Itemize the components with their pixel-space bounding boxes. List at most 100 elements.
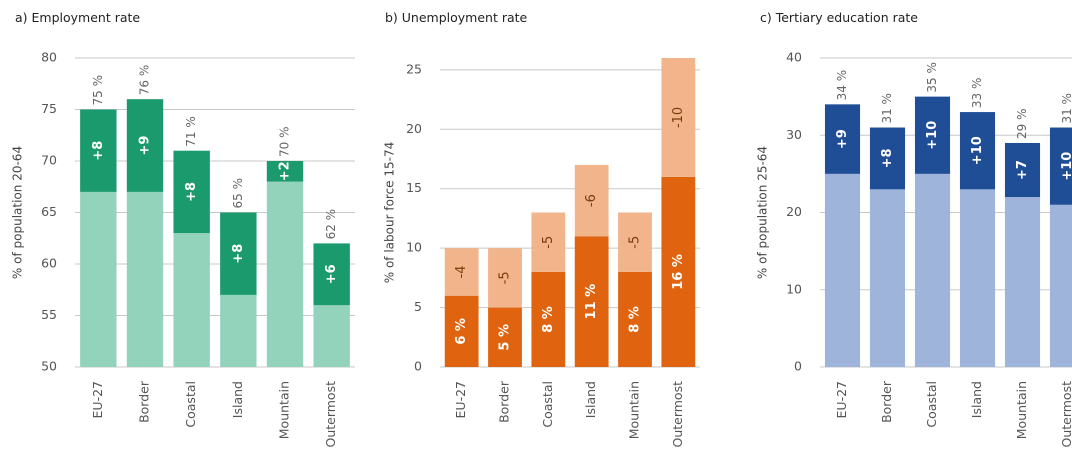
x-tick-label: Outermost bbox=[323, 381, 338, 448]
bar-segment bbox=[80, 109, 117, 192]
bar-segment bbox=[126, 191, 164, 367]
data-label: -5 bbox=[541, 236, 556, 249]
y-tick-label: 20 bbox=[406, 121, 422, 136]
data-label: +8 bbox=[231, 244, 246, 264]
total-label: 71 % bbox=[184, 116, 198, 147]
data-label: 6 % bbox=[454, 318, 469, 345]
data-label: +8 bbox=[184, 182, 199, 202]
x-tick-label: Border bbox=[879, 380, 894, 423]
total-label: 70 % bbox=[278, 127, 292, 158]
y-axis-label: % of population 20-64 bbox=[11, 146, 25, 279]
data-label: 11 % bbox=[584, 284, 599, 320]
bar-segment bbox=[824, 104, 861, 174]
bar-segment bbox=[313, 305, 350, 367]
y-tick-label: 55 bbox=[41, 307, 57, 322]
bar-segment bbox=[173, 150, 210, 234]
y-tick-label: 20 bbox=[786, 204, 802, 219]
bar-segment bbox=[824, 173, 861, 367]
total-label: 75 % bbox=[91, 75, 105, 106]
y-tick-label: 60 bbox=[41, 256, 57, 271]
data-label: +6 bbox=[324, 264, 339, 284]
data-label: -4 bbox=[454, 265, 469, 278]
x-tick-label: Coastal bbox=[924, 381, 939, 428]
bar-segment bbox=[959, 189, 996, 367]
y-tick-label: 10 bbox=[786, 281, 802, 296]
total-label: 31 % bbox=[1060, 93, 1072, 124]
x-tick-label: Mountain bbox=[277, 381, 292, 439]
x-tick-label: Border bbox=[497, 380, 512, 423]
x-tick-label: Island bbox=[230, 381, 245, 418]
total-label: 31 % bbox=[880, 93, 894, 124]
x-tick-label: EU-27 bbox=[90, 381, 105, 418]
data-label: +9 bbox=[138, 136, 153, 156]
x-tick-label: EU-27 bbox=[834, 381, 849, 418]
x-tick-label: Island bbox=[969, 381, 984, 418]
x-tick-label: Outermost bbox=[670, 381, 685, 448]
bar-segment bbox=[266, 181, 304, 367]
bar-segment bbox=[173, 233, 210, 367]
data-label: +8 bbox=[91, 141, 106, 161]
y-tick-label: 0 bbox=[794, 359, 802, 374]
data-label: +10 bbox=[970, 136, 985, 165]
y-tick-label: 40 bbox=[786, 50, 802, 65]
x-tick-label: Mountain bbox=[627, 381, 642, 439]
y-axis-label: % of labour force 15-74 bbox=[383, 142, 397, 284]
y-axis-label: % of population 25-64 bbox=[756, 146, 770, 279]
bar-segment bbox=[126, 99, 164, 192]
x-tick-label: Island bbox=[583, 381, 598, 418]
data-label: -5 bbox=[498, 271, 513, 284]
bar-segment bbox=[1004, 142, 1041, 198]
bar-segment bbox=[488, 307, 522, 367]
total-label: 34 % bbox=[835, 70, 849, 101]
y-tick-label: 50 bbox=[41, 359, 57, 374]
data-label: +10 bbox=[1060, 152, 1072, 181]
chart-title: b) Unemployment rate bbox=[385, 10, 528, 25]
chart-title: a) Employment rate bbox=[15, 10, 140, 25]
bar-segment bbox=[1004, 197, 1041, 367]
x-tick-label: Outermost bbox=[1059, 381, 1072, 448]
bar-segment bbox=[618, 271, 652, 367]
bar-segment bbox=[574, 236, 609, 367]
bar-segment bbox=[80, 191, 117, 367]
data-label: -10 bbox=[671, 107, 686, 128]
data-label: +10 bbox=[925, 121, 940, 150]
data-label: +9 bbox=[835, 129, 850, 149]
data-label: 16 % bbox=[671, 254, 686, 290]
data-label: +2 bbox=[278, 161, 293, 181]
y-tick-label: 75 bbox=[41, 101, 57, 116]
bar-segment bbox=[531, 212, 566, 272]
y-tick-label: 25 bbox=[406, 61, 422, 76]
y-tick-label: 15 bbox=[406, 180, 422, 195]
total-label: 33 % bbox=[970, 78, 984, 109]
bar-segment bbox=[1049, 127, 1072, 205]
bar-segment bbox=[914, 96, 951, 174]
x-tick-label: Coastal bbox=[183, 381, 198, 428]
bar-segment bbox=[444, 295, 479, 367]
bar-segment bbox=[220, 294, 257, 367]
bar-segment bbox=[869, 189, 906, 367]
x-tick-label: EU-27 bbox=[453, 381, 468, 418]
data-label: 8 % bbox=[541, 306, 556, 333]
chart-title: c) Tertiary education rate bbox=[760, 10, 918, 25]
y-tick-label: 5 bbox=[414, 299, 422, 314]
total-label: 62 % bbox=[324, 209, 338, 240]
bar-segment bbox=[869, 127, 906, 190]
bar-segment bbox=[574, 164, 609, 237]
x-tick-label: Coastal bbox=[540, 381, 555, 428]
bar-segment bbox=[220, 212, 257, 295]
y-tick-label: 70 bbox=[41, 153, 57, 168]
bar-segment bbox=[266, 161, 304, 182]
bar-segment bbox=[914, 173, 951, 367]
x-tick-label: Border bbox=[137, 380, 152, 423]
bar-segment bbox=[661, 58, 696, 177]
data-label: -5 bbox=[628, 236, 643, 249]
y-tick-label: 10 bbox=[406, 240, 422, 255]
y-tick-label: 65 bbox=[41, 204, 57, 219]
y-tick-label: 30 bbox=[786, 127, 802, 142]
data-label: 8 % bbox=[628, 306, 643, 333]
bar-segment bbox=[313, 243, 350, 306]
bar-segment bbox=[1049, 204, 1072, 367]
data-label: -6 bbox=[584, 194, 599, 207]
total-label: 29 % bbox=[1015, 108, 1029, 139]
